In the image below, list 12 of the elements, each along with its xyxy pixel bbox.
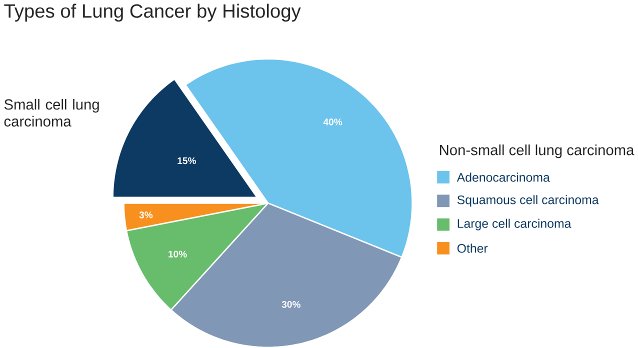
legend-title: Non-small cell lung carcinoma bbox=[440, 144, 634, 158]
legend-label: Large cell carcinoma bbox=[458, 218, 572, 230]
data-label: 3% bbox=[139, 211, 153, 218]
data-label: 15% bbox=[178, 157, 196, 164]
data-label: 10% bbox=[168, 250, 187, 258]
legend-label: Squamous cell carcinoma bbox=[457, 195, 599, 207]
legend-label: Other bbox=[457, 244, 488, 253]
slice-label: Small cell lung carcinoma bbox=[4, 98, 99, 127]
chart-title: Types of Lung Cancer by Histology bbox=[4, 4, 301, 22]
legend-label: Adenocarcinoma bbox=[456, 172, 550, 182]
data-label: 40% bbox=[323, 118, 342, 126]
data-label: 30% bbox=[282, 300, 300, 308]
